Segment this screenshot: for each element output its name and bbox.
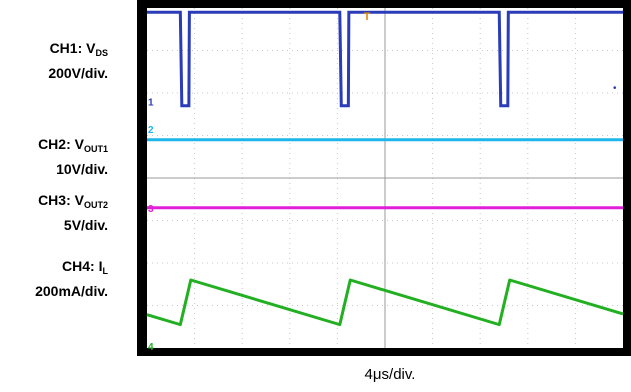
ch4-scale: 200mA/div.: [35, 283, 108, 299]
channel-labels: CH1: VDS 200V/div. CH2: VOUT1 10V/div. C…: [0, 0, 140, 392]
ch3-signal: V: [74, 192, 84, 208]
channel-marker-4: 4: [148, 342, 154, 353]
ch2-signal-sub: OUT1: [83, 144, 108, 154]
channel-marker-1: 1: [148, 98, 154, 109]
trigger-marker: T: [364, 11, 371, 23]
ch4-signal: I: [98, 258, 103, 274]
channel-marker-2: 2: [148, 125, 154, 136]
oscilloscope-plot: 1 2 3 4 T •: [146, 8, 624, 353]
ch2-scale: 10V/div.: [56, 161, 108, 177]
ch3-id: CH3: [38, 192, 67, 208]
ch4-signal-sub: L: [102, 266, 109, 276]
ch4-id: CH4: [62, 258, 91, 274]
channel-marker-3: 3: [148, 204, 154, 215]
timebase-label: 4μs/div.: [364, 366, 416, 383]
ch2-signal: V: [74, 136, 84, 152]
ch1-vds-trace: [147, 10, 623, 108]
scope-traces: [146, 10, 624, 327]
channel-markers: 1 2 3 4 T •: [148, 11, 617, 353]
ch4-il-trace: [146, 278, 624, 327]
oscilloscope-screen: 1 2 3 4 T •: [137, 0, 631, 356]
scope-grid: [147, 8, 623, 348]
ch2-id: CH2: [38, 136, 67, 152]
ch2-label: CH2: VOUT1 10V/div.: [38, 136, 108, 177]
ch3-scale: 5V/div.: [63, 217, 108, 233]
ch1-id: CH1: [49, 40, 78, 56]
ch4-label: CH4: IL 200mA/div.: [35, 258, 109, 299]
trigger-level-marker: •: [613, 83, 617, 94]
ch3-label: CH3: VOUT2 5V/div.: [38, 192, 108, 233]
ch1-label: CH1: VDS 200V/div.: [48, 40, 108, 81]
ch1-scale: 200V/div.: [48, 65, 108, 81]
ch3-signal-sub: OUT2: [83, 200, 108, 210]
ch1-signal: V: [86, 40, 96, 56]
ch1-signal-sub: DS: [95, 48, 108, 58]
